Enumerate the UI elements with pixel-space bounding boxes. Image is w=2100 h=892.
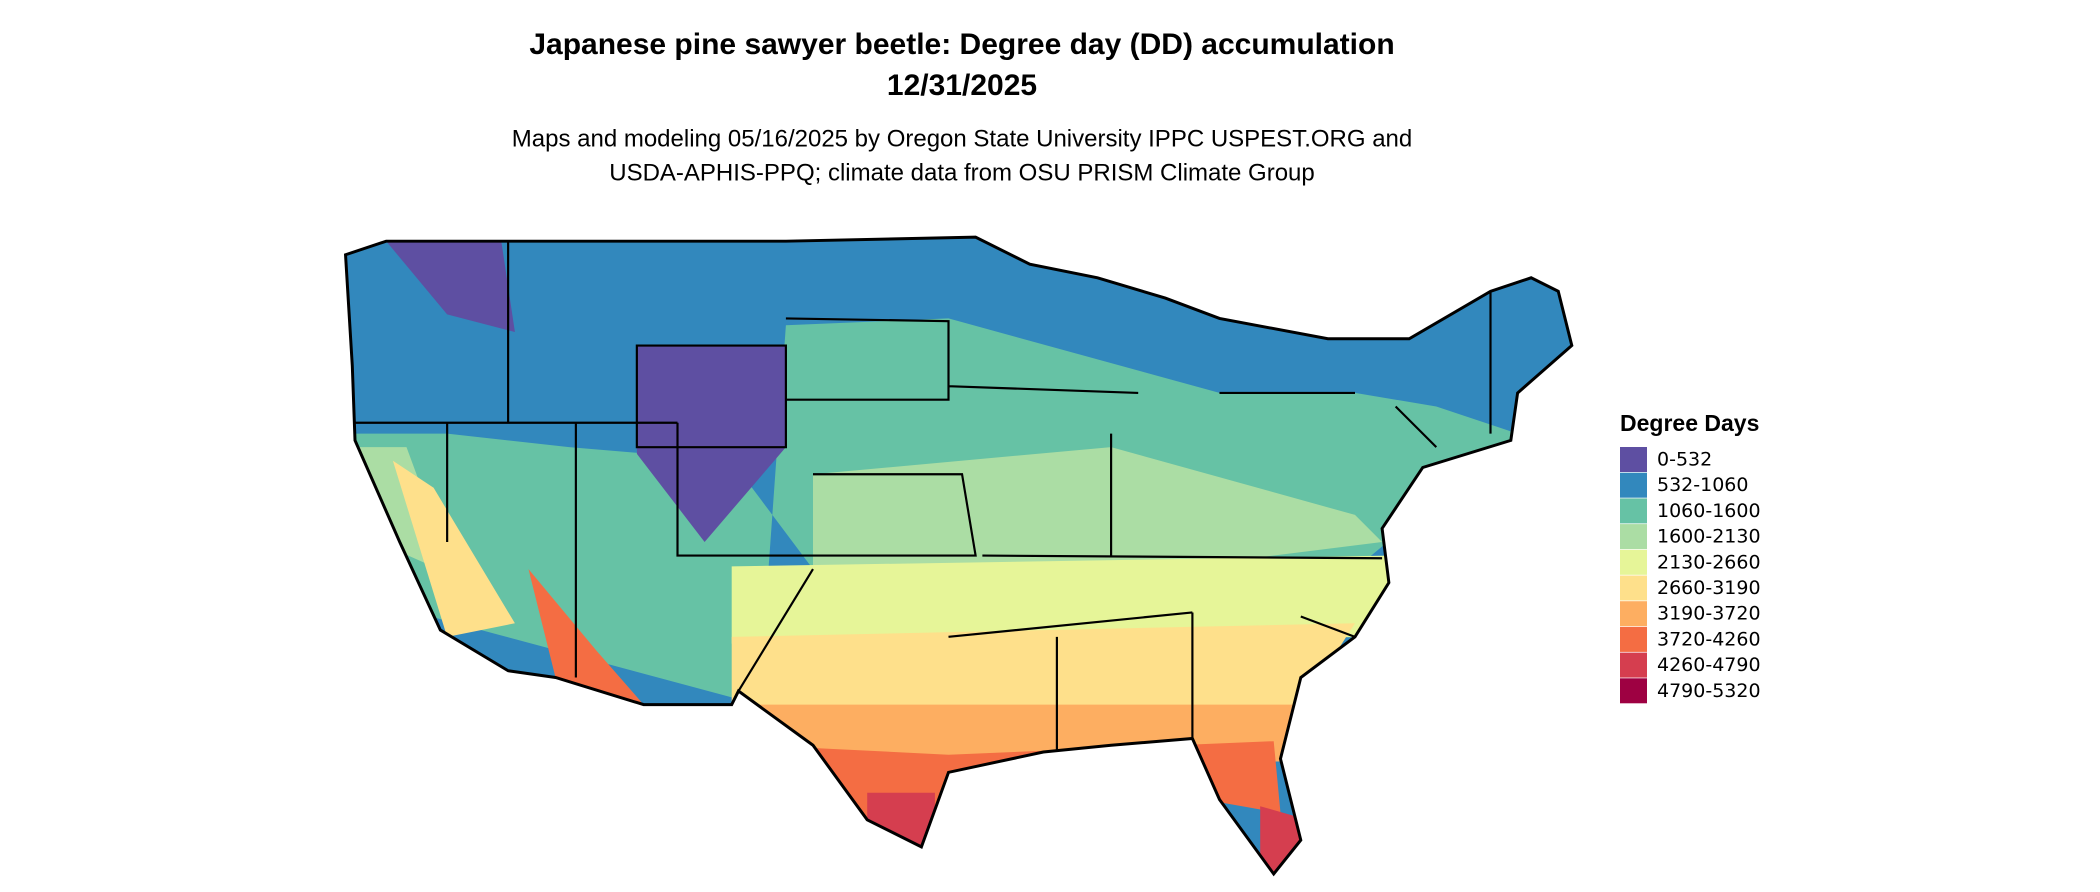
legend-swatch [1620,549,1647,575]
legend-swatch [1620,652,1647,678]
legend-label: 2660-3190 [1657,577,1761,599]
legend: 0-532 532-1060 1060-1600 1600-2130 2130-2660… [1620,447,1761,704]
temperature-zone [392,460,515,637]
temperature-zone [731,555,1396,644]
legend-swatch [1620,472,1647,498]
country-outline [343,235,1574,877]
legend-swatch [1620,524,1647,550]
legend-title: Degree Days [1620,410,1759,436]
legend-label: 1600-2130 [1657,526,1761,548]
legend-swatch [1620,678,1647,704]
legend-swatch [1620,447,1647,472]
temperature-zone [528,569,644,705]
temperature-zone [867,792,935,861]
temperature-zone [386,241,515,332]
legend-label: 3190-3720 [1657,603,1761,625]
subtitle: USDA-APHIS-PPQ; climate data from OSU PR… [609,159,1315,186]
legend-label: 1060-1600 [1657,500,1761,522]
legend-swatch [1620,626,1647,652]
temperature-zone [1260,806,1308,874]
map-title: Japanese pine sawyer beetle: Degree day … [529,28,1394,61]
legend-label: 4790-5320 [1657,680,1761,702]
temperature-zone [636,345,786,542]
temperature-zone [731,623,1355,708]
subtitle: Maps and modeling 05/16/2025 by Oregon S… [512,125,1412,152]
legend-swatch [1620,601,1647,627]
legend-swatch [1620,498,1647,524]
legend-label: 4260-4790 [1657,654,1761,676]
legend-label: 532-1060 [1657,474,1748,496]
legend-label: 3720-4260 [1657,628,1761,650]
legend-label: 0-532 [1657,449,1712,471]
state-borders [355,241,1492,753]
legend-swatch [1620,575,1647,601]
temperature-zone [813,447,1383,576]
map-date: 12/31/2025 [887,69,1037,102]
legend-label: 2130-2660 [1657,551,1761,573]
